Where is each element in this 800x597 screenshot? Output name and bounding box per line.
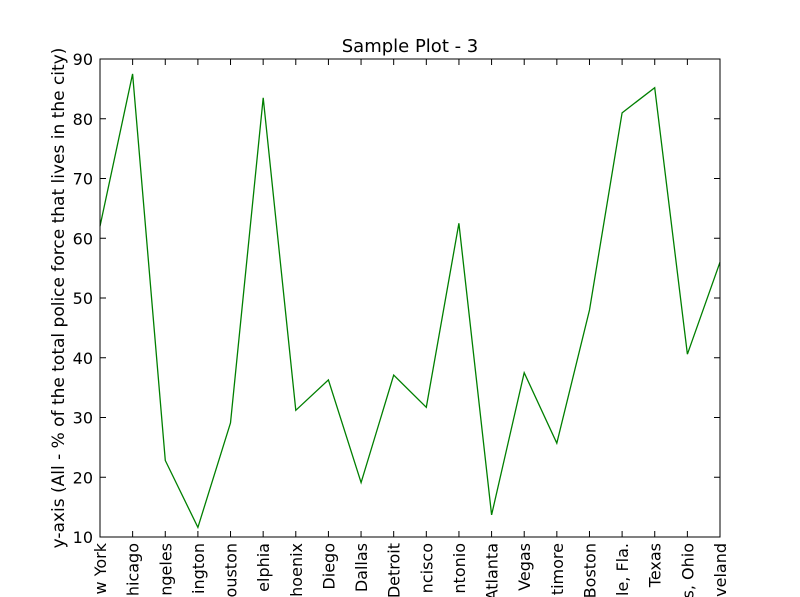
x-tick-label: ntonio [450,543,469,594]
y-tick-label: 50 [73,289,93,308]
x-tick-label: Dallas [352,543,371,592]
y-tick-label: 70 [73,170,93,189]
chart-title: Sample Plot - 3 [342,36,479,57]
plot-frame [99,58,721,538]
x-tick-label: Diego [319,543,338,590]
y-tick-label: 60 [73,229,93,248]
x-tick-label: Boston [580,543,599,597]
y-tick-label: 10 [73,528,93,547]
x-tick-label: ouston [222,543,241,597]
series-line [99,73,721,530]
y-tick-label: 80 [73,110,93,129]
x-tick-label: ncisco [417,543,436,593]
x-tick-label: Atlanta [483,543,502,597]
x-tick-label: Texas [646,543,665,588]
x-tick-label: Detroit [385,543,404,597]
x-tick-label: veland [711,543,730,597]
y-axis-ticks: 10 20 30 40 50 60 70 80 90 [73,50,720,547]
x-tick-label: timore [548,543,567,595]
y-tick-label: 20 [73,468,93,487]
x-tick-label: le, Fla. [613,543,632,596]
y-tick-label: 90 [73,50,93,69]
x-tick-label: s, Ohio [678,543,697,597]
x-tick-label: elphia [254,543,273,592]
y-axis-label: y-axis (All - % of the total police forc… [49,48,69,549]
x-axis-ticks: w York hicago ngeles ington ouston elphia hoen… [91,59,730,597]
x-tick-label: ington [189,543,208,594]
x-tick-label: hicago [124,543,143,596]
y-tick-label: 40 [73,349,93,368]
x-tick-label: ngeles [156,543,175,596]
x-tick-label: hoenix [287,543,306,597]
x-tick-label: Vegas [515,543,534,591]
x-tick-label: w York [91,542,110,594]
y-tick-label: 30 [73,409,93,428]
